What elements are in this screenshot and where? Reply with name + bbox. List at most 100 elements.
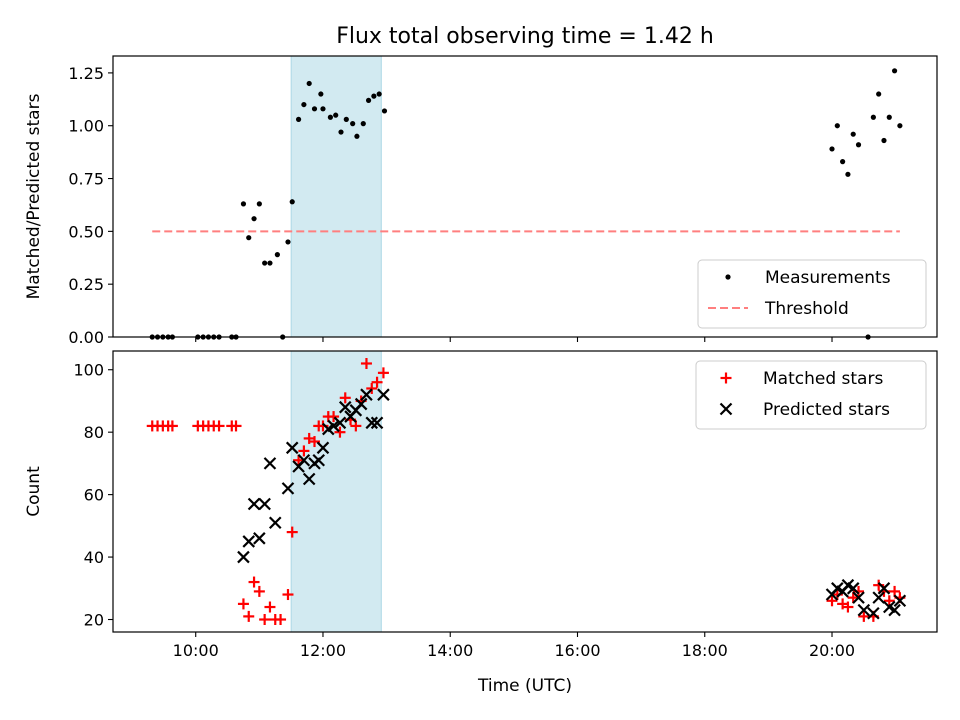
data-point-plus-23 [298,445,310,457]
data-point-dot-13 [246,235,252,241]
data-point-x-34-b [872,591,885,604]
data-point-dot-22-shape [295,116,302,122]
data-point-plus-14 [248,576,260,588]
legend-swatch-dot-shape [725,274,731,280]
data-point-x-37-b [888,603,901,617]
data-point-dot-42 [845,171,851,177]
data-point-dot-14-shape [251,216,257,222]
data-point-dot-30 [338,129,344,135]
data-point-dot-29-shape [333,112,339,118]
data-point-x-33 [867,606,880,620]
data-point-x-21 [354,397,368,411]
data-point-plus-39 [826,595,838,607]
data-point-x-10 [297,453,311,467]
data-point-x-23-b [365,416,379,430]
data-point-dot-33-shape [354,133,360,139]
data-point-dot-16-shape [262,260,268,266]
data-point-x-32-b [857,603,871,617]
data-point-dot-51-shape [897,123,903,129]
data-point-dot-41-shape [840,159,846,165]
data-point-x-18-b [338,400,352,414]
data-point-x-30-b [846,582,860,595]
data-point-x-4 [258,497,271,511]
x-tick-label: 12:00 [300,641,346,660]
data-point-dot-12-shape [240,201,247,207]
data-point-dot-49 [886,114,892,120]
data-point-plus-12 [237,598,249,610]
axes-frame [112,350,938,633]
data-point-x-10-b [297,453,311,467]
data-point-dot-26-shape [318,91,324,97]
data-point-plus-11 [230,420,242,432]
data-point-dot-21 [289,199,295,205]
data-point-x-38 [893,594,907,608]
data-point-dot-31-shape [343,116,349,122]
data-point-dot-46-shape [870,114,876,120]
data-point-dot-38-shape [381,108,388,114]
legend-label: Predicted stars [763,400,890,420]
data-point-dot-35-shape [365,97,372,103]
data-point-dot-28-shape [327,114,334,120]
y-tick-label: 1.25 [68,64,104,83]
data-point-x-33-b [867,606,880,620]
legend-swatch-dot [725,274,731,280]
data-point-dot-34 [360,121,366,127]
data-point-x-21-b [354,397,368,411]
data-point-plus-43 [847,592,859,604]
data-point-dot-27 [320,106,326,112]
x-tick-label: 14:00 [427,641,473,660]
data-point-dot-31 [343,116,349,122]
data-point-x-35-b [877,582,891,595]
data-point-plus-38 [377,367,389,379]
data-point-plus-37 [371,376,383,388]
data-point-dot-18-shape [274,252,280,258]
y-tick-label: 40 [84,548,104,567]
data-point-dot-35 [365,97,372,103]
data-point-dot-30-shape [338,129,344,135]
data-point-dot-36-shape [371,93,377,99]
data-point-dot-43-shape [850,131,856,137]
data-point-dot-32-shape [350,121,356,127]
y-tick-label: 0.75 [68,170,104,189]
data-point-dot-40-shape [834,123,840,129]
data-point-plus-4 [166,420,178,432]
data-point-x-0-b [237,550,250,564]
data-point-x-27-b [831,582,844,595]
data-point-x-24-b [370,416,384,430]
legend: Matched stars Predicted stars [695,360,927,430]
data-point-plus-45 [858,610,870,622]
data-point-dot-44-shape [855,142,862,148]
panel-counts: 20 40 60 80 100 10:00 12:00 14:00 16:00 18:00 20:0… [24,350,938,660]
y-tick-label: 100 [73,361,104,380]
data-point-plus-17 [264,601,276,613]
data-point-dot-15 [256,201,262,207]
legend-label: Measurements [765,268,891,288]
data-point-x-3 [253,532,266,545]
data-point-x-5-b [263,457,277,470]
data-point-plus-19 [275,614,287,626]
data-point-dot-18 [274,252,280,258]
data-point-plus-16 [259,614,271,626]
data-point-dot-14 [251,216,257,222]
chart-title: Flux total observing time = 1.42 h [336,24,714,49]
data-point-dot-15-shape [256,201,262,207]
data-point-dot-29 [333,112,339,118]
data-point-dot-17-shape [267,260,273,266]
data-point-x-24 [370,416,384,430]
data-point-dot-50-shape [891,68,898,74]
data-point-plus-25 [308,436,320,448]
data-point-plus-29 [328,411,340,423]
data-point-x-38-b [893,594,907,608]
data-point-dot-26 [318,91,324,97]
data-point-plus-21 [286,526,298,538]
data-point-dot-28 [327,114,334,120]
legend-swatch-plus [720,372,732,384]
data-point-x-32 [857,603,871,617]
data-point-dot-13-shape [246,235,252,241]
data-point-x-31 [852,591,865,604]
x-tick-label: 18:00 [682,641,728,660]
data-point-x-14-b [316,441,330,455]
x-tick-label: 20:00 [809,641,855,660]
data-point-dot-42-shape [845,171,851,177]
data-point-dot-37 [376,91,382,97]
